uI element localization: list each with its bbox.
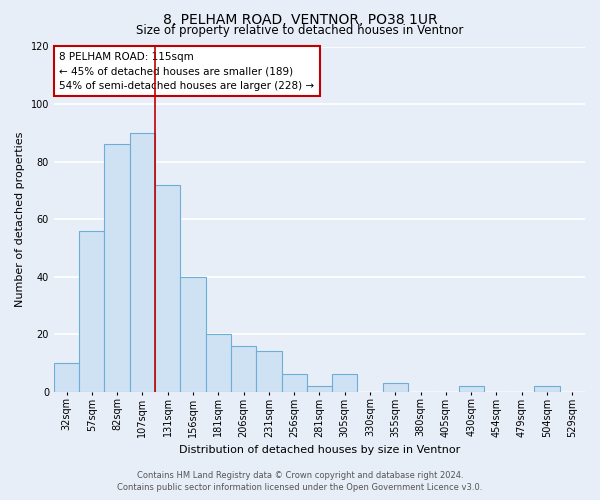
Bar [181, 276, 206, 392]
Text: 8 PELHAM ROAD: 115sqm
← 45% of detached houses are smaller (189)
54% of semi-det: 8 PELHAM ROAD: 115sqm ← 45% of detached … [59, 52, 314, 92]
Bar [79, 230, 104, 392]
Bar [458, 386, 484, 392]
Bar [332, 374, 358, 392]
Bar [231, 346, 256, 392]
Text: Size of property relative to detached houses in Ventnor: Size of property relative to detached ho… [136, 24, 464, 37]
Text: Contains HM Land Registry data © Crown copyright and database right 2024.
Contai: Contains HM Land Registry data © Crown c… [118, 471, 482, 492]
X-axis label: Distribution of detached houses by size in Ventnor: Distribution of detached houses by size … [179, 445, 460, 455]
Bar [281, 374, 307, 392]
Bar [104, 144, 130, 392]
Y-axis label: Number of detached properties: Number of detached properties [15, 132, 25, 307]
Bar [256, 352, 281, 392]
Bar [307, 386, 332, 392]
Bar [206, 334, 231, 392]
Bar [383, 383, 408, 392]
Bar [130, 133, 155, 392]
Bar [155, 184, 181, 392]
Bar [54, 363, 79, 392]
Bar [535, 386, 560, 392]
Text: 8, PELHAM ROAD, VENTNOR, PO38 1UR: 8, PELHAM ROAD, VENTNOR, PO38 1UR [163, 12, 437, 26]
